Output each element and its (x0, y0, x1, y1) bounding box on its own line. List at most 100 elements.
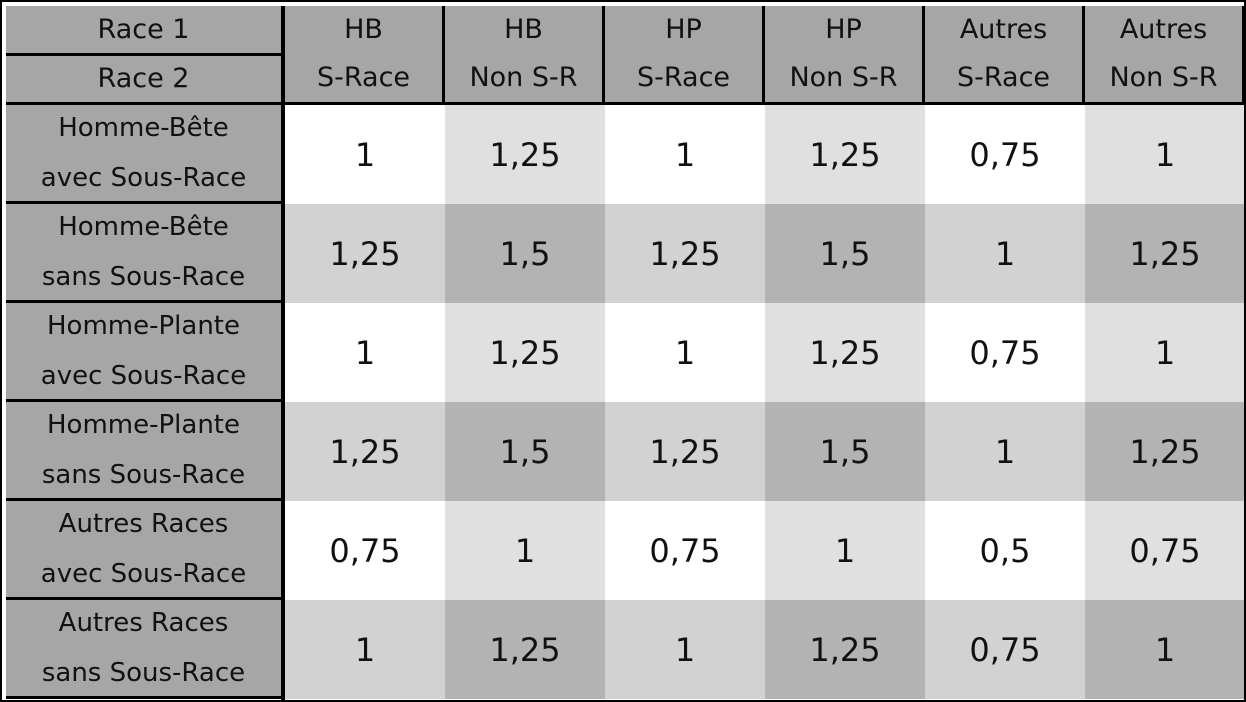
cell-value: 1 (514, 531, 536, 570)
table-cell: 1 (605, 600, 765, 699)
separator (6, 399, 281, 402)
row-header-text: avec Sous-Race (40, 163, 247, 193)
cell-value: 1 (674, 630, 696, 669)
column-header: HB Non S-R (445, 6, 602, 102)
cell-value: 0,75 (969, 135, 1041, 174)
row-header-text: avec Sous-Race (40, 559, 247, 589)
cell-value: 1,25 (1129, 432, 1201, 471)
table-cell: 1 (445, 501, 605, 600)
table-cell: 1,25 (765, 303, 925, 402)
cell-value: 1 (994, 234, 1016, 273)
cell-value: 0,75 (329, 531, 401, 570)
row-header: Homme-Plante avec Sous-Race (6, 303, 281, 399)
column-header-text: HP (665, 14, 702, 45)
cell-value: 1,5 (499, 234, 551, 273)
cell-value: 0,75 (969, 333, 1041, 372)
table-cell: 1 (925, 402, 1085, 501)
table-cell: 1,25 (285, 204, 445, 303)
column-header: Autres S-Race (925, 6, 1082, 102)
row-header-text: Homme-Bête (58, 113, 229, 143)
cell-value: 0,75 (969, 630, 1041, 669)
table-cell: 1 (1085, 303, 1244, 402)
table-cell: 1 (285, 600, 445, 699)
table-cell: 1,25 (445, 303, 605, 402)
cell-value: 1,25 (489, 333, 561, 372)
table-cell: 1,25 (1085, 402, 1244, 501)
cell-value: 1,25 (649, 234, 721, 273)
separator (6, 102, 1244, 105)
table-cell: 0,75 (925, 600, 1085, 699)
cell-value: 0,5 (979, 531, 1031, 570)
row-header: Homme-Plante sans Sous-Race (6, 402, 281, 498)
cell-value: 1,25 (329, 432, 401, 471)
table-cell: 1,25 (285, 402, 445, 501)
separator (6, 300, 281, 303)
cell-value: 1 (1154, 630, 1176, 669)
table-cell: 1 (1085, 600, 1244, 699)
cell-value: 0,75 (649, 531, 721, 570)
row-header-text: Homme-Plante (47, 311, 240, 341)
table-cell: 1 (605, 303, 765, 402)
separator (1082, 6, 1085, 102)
cell-value: 1,25 (329, 234, 401, 273)
table-cell: 0,75 (925, 303, 1085, 402)
row-header-text: Homme-Bête (58, 212, 229, 242)
row-header: Homme-Bête sans Sous-Race (6, 204, 281, 300)
separator (6, 696, 281, 699)
row-header-text: Autres Races (58, 608, 229, 638)
table-cell: 0,75 (285, 501, 445, 600)
column-header-text: S-Race (316, 62, 411, 93)
table-cell: 1,5 (765, 204, 925, 303)
cell-value: 1 (354, 135, 376, 174)
cell-value: 1 (994, 432, 1016, 471)
table-cell: 0,75 (1085, 501, 1244, 600)
row-header-text: sans Sous-Race (41, 262, 246, 292)
table-cell: 1 (285, 303, 445, 402)
table-cell: 1 (605, 105, 765, 204)
cell-value: 1 (354, 630, 376, 669)
table-cell: 0,75 (605, 501, 765, 600)
corner-top: Race 1 (6, 6, 281, 53)
column-header-text: S-Race (636, 62, 731, 93)
row-header-text: Autres Races (58, 509, 229, 539)
cell-value: 0,75 (1129, 531, 1201, 570)
separator (602, 6, 605, 102)
table-cell: 1 (765, 501, 925, 600)
cell-value: 1,5 (819, 234, 871, 273)
column-header: HP Non S-R (765, 6, 922, 102)
table-cell: 1,25 (605, 402, 765, 501)
separator (281, 6, 285, 700)
table-cell: 1,5 (765, 402, 925, 501)
row-header-text: Homme-Plante (47, 410, 240, 440)
table-cell: 1,25 (765, 600, 925, 699)
column-header-text: HB (504, 14, 543, 45)
table-cell: 1,25 (445, 600, 605, 699)
column-header-text: Autres (959, 14, 1048, 45)
table-cell: 1 (925, 204, 1085, 303)
corner-bottom: Race 2 (6, 56, 281, 102)
cell-value: 1,25 (649, 432, 721, 471)
separator (922, 6, 925, 102)
separator (1242, 6, 1244, 102)
cell-value: 1,25 (809, 630, 881, 669)
cell-value: 1,25 (809, 333, 881, 372)
cell-value: 1 (674, 333, 696, 372)
column-header-text: Non S-R (789, 62, 898, 93)
table-cell: 0,5 (925, 501, 1085, 600)
column-header-text: Non S-R (469, 62, 578, 93)
table-cell: 1,5 (445, 204, 605, 303)
cell-value: 1,25 (1129, 234, 1201, 273)
table-cell: 1,25 (445, 105, 605, 204)
table-cell: 1 (1085, 105, 1244, 204)
column-header-text: S-Race (956, 62, 1051, 93)
separator (442, 6, 445, 102)
cell-value: 1,25 (809, 135, 881, 174)
column-header: HP S-Race (605, 6, 762, 102)
corner-label: Race 2 (97, 63, 190, 94)
separator (6, 201, 281, 204)
row-header: Homme-Bête avec Sous-Race (6, 105, 281, 201)
table-cell: 1 (285, 105, 445, 204)
cell-value: 1 (674, 135, 696, 174)
column-header-text: HP (825, 14, 862, 45)
